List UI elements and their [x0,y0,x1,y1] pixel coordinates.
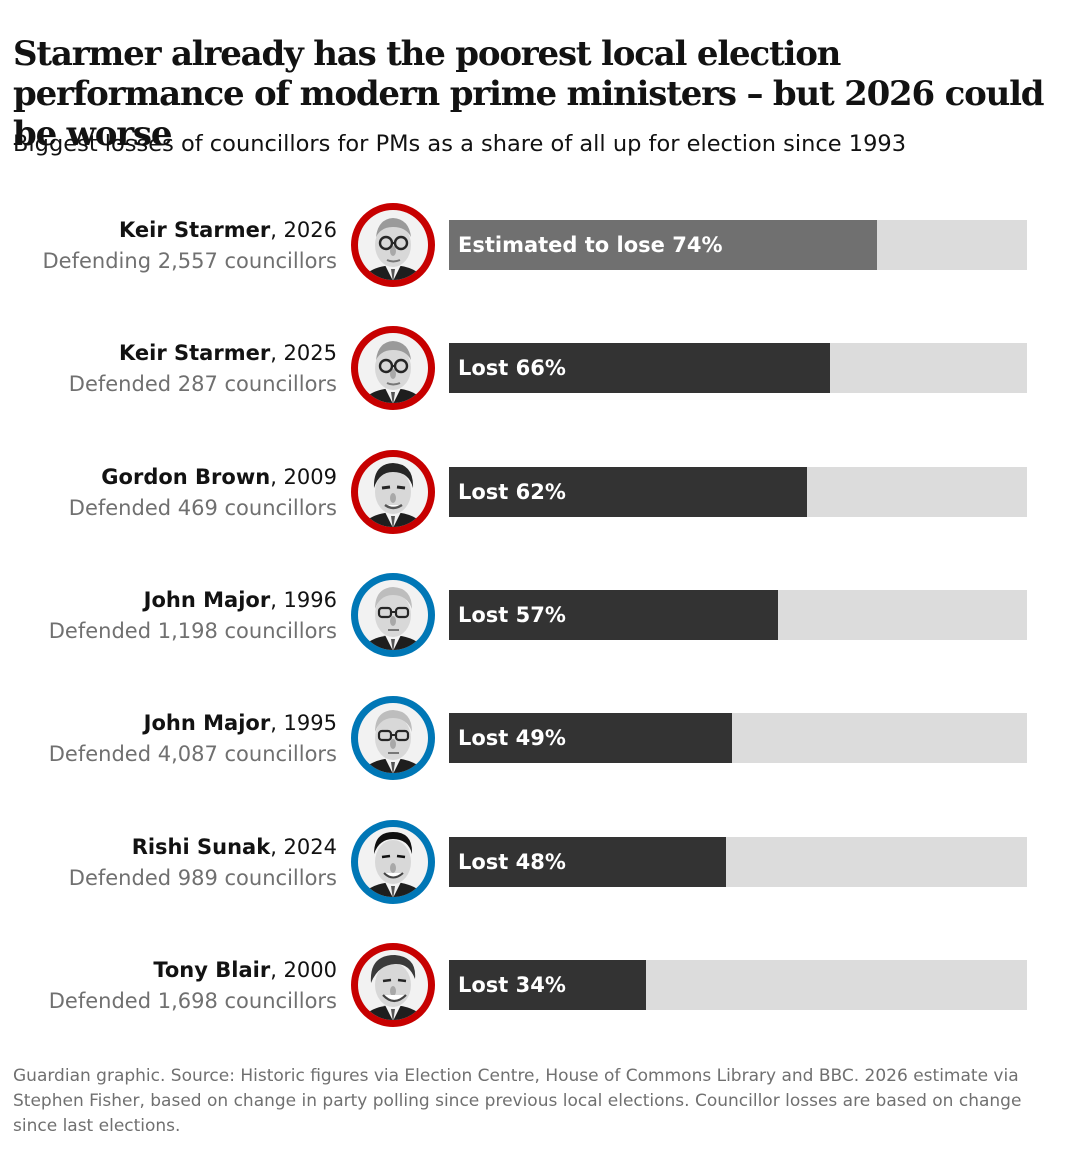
defended-count: Defended 469 councillors [68,495,337,520]
label-separator: , [270,711,284,736]
bar-track: Lost 34% [449,959,1027,1010]
bar-value-label: Lost 62% [458,479,566,504]
bar-value-label: Estimated to lose 74% [458,233,723,257]
bar-value-label: Lost 57% [458,602,566,627]
bar [449,836,727,887]
chart-title: Starmer already has the poorest local el… [13,34,1045,154]
election-year: 2025 [283,341,337,366]
chart-row: Keir Starmer, 2025 Defended 287 councillo… [0,326,1080,416]
label-separator: , [270,218,284,242]
chart-row: Tony Blair, 2000 Defended 1,698 councillo… [0,942,1080,1033]
chart-row: Keir Starmer, 2026 Defending 2,557 counci… [0,203,1080,293]
chart-row: John Major, 1996 Defended 1,198 councillo… [0,572,1080,663]
pm-name: Tony Blair [153,957,271,982]
bar-track: Lost 49% [449,713,1027,764]
rishi-sunak-portrait [351,819,435,904]
pm-name: John Major [143,587,271,612]
label-separator: , [270,464,284,489]
keir-starmer-portrait [351,326,435,411]
pm-name: Keir Starmer [119,341,271,366]
defended-count: Defended 989 councillors [68,865,337,890]
row-label: Keir Starmer, 2025 Defended 287 councillo… [0,338,337,400]
bar [449,959,646,1010]
label-separator: , [270,957,284,982]
chart-row: Gordon Brown, 2009 Defended 469 councillo… [0,449,1080,540]
pm-label: Rishi Sunak, 2024 [0,832,337,863]
pm-name: John Major [143,711,271,736]
row-label: John Major, 1995 Defended 4,087 councillo… [0,708,337,770]
tony-blair-portrait [351,942,435,1027]
bar-chart: Keir Starmer, 2026 Defending 2,557 counci… [0,190,1080,1040]
john-major-portrait [351,572,435,657]
chart-row: John Major, 1995 Defended 4,087 councillo… [0,696,1080,786]
bar [449,220,877,270]
row-label: John Major, 1996 Defended 1,198 councillo… [0,585,337,647]
defended-count: Defended 287 councillors [68,372,337,397]
pm-label: John Major, 1996 [0,585,337,616]
chart-subtitle: Biggest losses of councillors for PMs as… [13,131,907,157]
label-separator: , [270,341,284,366]
label-separator: , [270,587,284,612]
source-note: Guardian graphic. Source: Historic figur… [13,1066,1022,1136]
election-year: 2000 [283,957,337,982]
bar [449,466,808,517]
defended-count: Defended 1,698 councillors [48,988,337,1013]
row-label: Gordon Brown, 2009 Defended 469 councillo… [0,462,337,524]
bar [449,713,733,764]
row-label: Rishi Sunak, 2024 Defended 989 councillor… [0,832,337,894]
pm-name: Gordon Brown [101,464,271,489]
pm-label: Keir Starmer, 2026 [0,215,337,246]
defended-count: Defended 1,198 councillors [48,618,337,643]
pm-name: Rishi Sunak [131,834,271,859]
pm-label: Tony Blair, 2000 [0,955,337,986]
bar-value-label: Lost 49% [458,726,566,751]
bar-track: Lost 57% [449,589,1027,640]
pm-label: Gordon Brown, 2009 [0,462,337,493]
pm-label: John Major, 1995 [0,708,337,739]
pm-name: Keir Starmer [119,218,271,242]
defended-count: Defended 4,087 councillors [48,742,337,767]
keir-starmer-portrait [351,203,435,287]
bar-track: Lost 66% [449,343,1027,394]
election-year: 2009 [283,464,337,489]
bar [449,589,779,640]
election-year: 1996 [283,587,337,612]
label-separator: , [270,834,284,859]
row-label: Keir Starmer, 2026 Defending 2,557 counci… [0,215,337,277]
bar [449,343,831,394]
pm-label: Keir Starmer, 2025 [0,338,337,369]
row-label: Tony Blair, 2000 Defended 1,698 councillo… [0,955,337,1017]
bar-value-label: Lost 34% [458,972,566,997]
john-major-portrait [351,696,435,781]
bar-track: Lost 62% [449,466,1027,517]
election-year: 1995 [283,711,337,736]
bar-track: Lost 48% [449,836,1027,887]
chart-row: Rishi Sunak, 2024 Defended 989 councillor… [0,819,1080,910]
gordon-brown-portrait [351,449,435,534]
bar-value-label: Lost 66% [458,356,566,381]
election-year: 2024 [283,834,337,859]
bar-track: Estimated to lose 74% [449,220,1027,270]
election-year: 2026 [283,218,337,242]
defended-count: Defending 2,557 councillors [42,249,337,273]
bar-value-label: Lost 48% [458,849,566,874]
